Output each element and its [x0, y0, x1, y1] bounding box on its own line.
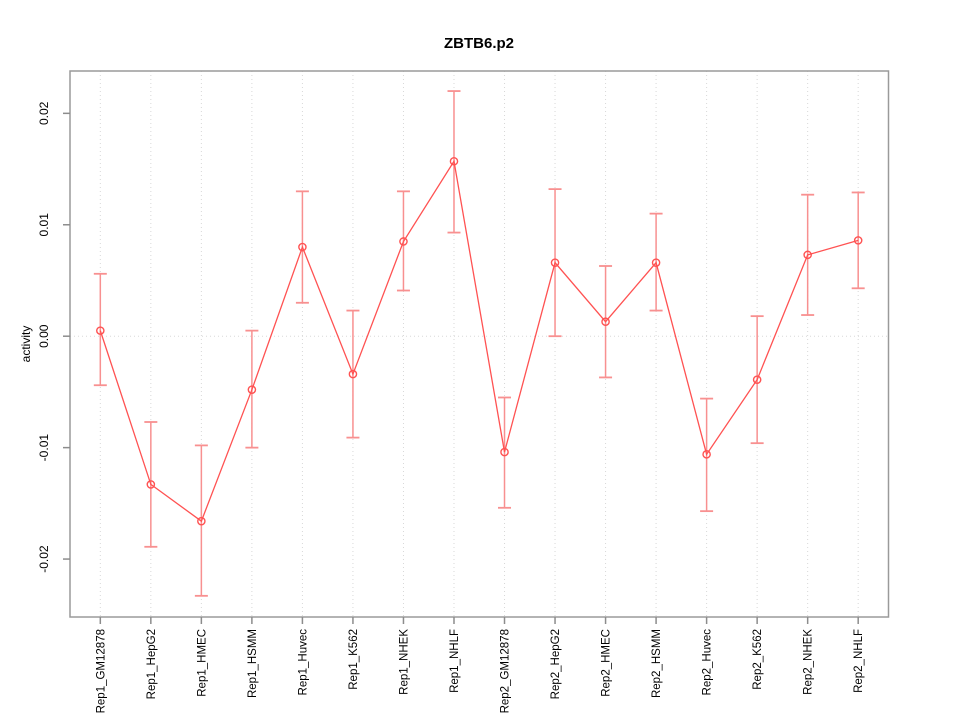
y-tick-label: 0.01: [37, 213, 51, 237]
y-tick-label: 0.02: [37, 101, 51, 125]
data-point: [348, 369, 358, 379]
data-point: [752, 375, 762, 384]
data-point: [247, 385, 257, 394]
x-tick-label: Rep1_K562: [348, 629, 360, 690]
data-point: [96, 326, 105, 335]
error-bar: [498, 396, 512, 509]
x-tick-label: Rep1_HepG2: [146, 629, 158, 699]
y-tick-label: -0.02: [37, 545, 51, 573]
x-tick-label: Rep1_HMEC: [196, 629, 208, 697]
axes-layer: -0.02 -0.01 0.00 0.01 0.02 Rep1_GM12878 Rep1_H…: [37, 70, 890, 713]
data-layer: [93, 90, 865, 597]
y-tick-label: -0.01: [37, 434, 51, 462]
x-tick-label: Rep1_NHEK: [398, 629, 410, 695]
x-tick-label: Rep1_GM12878: [95, 629, 107, 713]
data-point: [298, 242, 307, 252]
data-point: [702, 450, 711, 459]
x-tick-label: Rep2_HepG2: [550, 629, 562, 699]
x-tick-label: Rep2_HMEC: [601, 629, 613, 697]
gridlines-layer: [70, 71, 889, 617]
data-point: [500, 447, 509, 457]
data-point: [197, 516, 206, 526]
plot-box: [69, 70, 890, 618]
data-point: [803, 250, 812, 260]
error-bar: [93, 272, 107, 387]
x-tick-label: Rep2_Huvec: [702, 629, 714, 696]
x-tick-label: Rep2_GM12878: [500, 629, 512, 713]
x-tick-label: Rep2_NHLF: [853, 629, 865, 693]
y-tick-label: 0.00: [37, 324, 51, 348]
data-point: [601, 317, 610, 327]
data-point: [550, 258, 560, 267]
series-line: [99, 159, 859, 523]
data-point: [853, 236, 863, 245]
x-tick-label: Rep2_K562: [752, 629, 764, 690]
x-tick-label: Rep1_NHLF: [449, 629, 461, 693]
x-tick-label: Rep1_Huvec: [297, 629, 309, 696]
data-point: [146, 480, 156, 489]
x-tick-label: Rep2_NHEK: [803, 629, 815, 695]
x-tick-label: Rep2_HSMM: [651, 629, 663, 698]
data-point: [399, 237, 408, 246]
chart-title: ZBTB6.p2: [444, 35, 514, 52]
data-point: [449, 156, 459, 166]
data-point: [651, 258, 661, 267]
y-axis-label: activity: [19, 326, 33, 363]
x-tick-label: Rep1_HSMM: [247, 629, 259, 698]
